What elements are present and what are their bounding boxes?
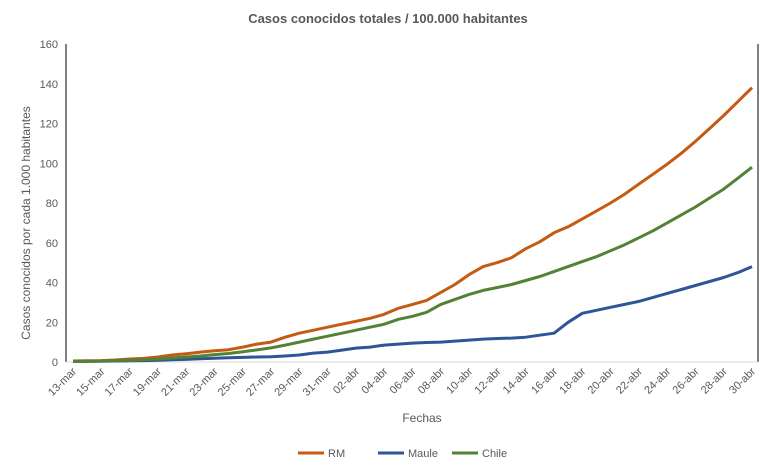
x-tick-label: 08-abr — [416, 365, 447, 396]
y-tick-label: 160 — [40, 39, 58, 51]
legend-label-rm: RM — [328, 448, 345, 460]
y-tick-label: 120 — [40, 119, 58, 131]
x-tick-label: 16-abr — [529, 365, 560, 396]
series-line-maule — [73, 265, 753, 363]
y-tick-label: 100 — [40, 158, 58, 170]
x-tick-label: 27-mar — [244, 365, 277, 398]
x-tick-label: 31-mar — [301, 365, 334, 398]
series-line-rm — [72, 86, 754, 363]
x-tick-label: 14-abr — [501, 365, 532, 396]
x-tick-label: 04-abr — [359, 365, 390, 396]
y-tick-label: 140 — [40, 79, 58, 91]
series-line-chile — [72, 166, 753, 363]
x-tick-label: 29-mar — [272, 365, 305, 398]
x-tick-label: 02-abr — [331, 365, 362, 396]
x-tick-label: 23-mar — [187, 365, 220, 398]
y-tick-label: 80 — [46, 198, 58, 210]
x-tick-label: 21-mar — [159, 365, 192, 398]
x-tick-label: 19-mar — [131, 365, 164, 398]
x-axis-title: Fechas — [402, 411, 441, 425]
x-tick-label: 18-abr — [557, 365, 588, 396]
x-tick-label: 10-abr — [444, 365, 475, 396]
x-tick-label: 24-abr — [642, 365, 673, 396]
x-tick-label: 13-mar — [46, 365, 79, 398]
y-axis-title: Casos conocidos por cada 1.000 habitante… — [19, 106, 33, 340]
y-tick-label: 0 — [52, 357, 58, 369]
x-tick-label: 06-abr — [388, 365, 419, 396]
x-tick-label: 30-abr — [727, 365, 758, 396]
x-tick-label: 12-abr — [473, 365, 504, 396]
y-tick-label: 20 — [46, 317, 58, 329]
x-tick-label: 25-mar — [216, 365, 249, 398]
chart-title: Casos conocidos totales / 100.000 habita… — [248, 11, 528, 26]
y-tick-label: 40 — [46, 278, 58, 290]
y-tick-label: 60 — [46, 238, 58, 250]
x-tick-label: 15-mar — [74, 365, 107, 398]
x-tick-label: 26-abr — [671, 365, 702, 396]
legend-label-maule: Maule — [408, 448, 438, 460]
x-tick-label: 17-mar — [103, 365, 136, 398]
x-tick-label: 20-abr — [586, 365, 617, 396]
x-tick-label: 22-abr — [614, 365, 645, 396]
legend-label-chile: Chile — [482, 448, 507, 460]
x-tick-label: 28-abr — [699, 365, 730, 396]
